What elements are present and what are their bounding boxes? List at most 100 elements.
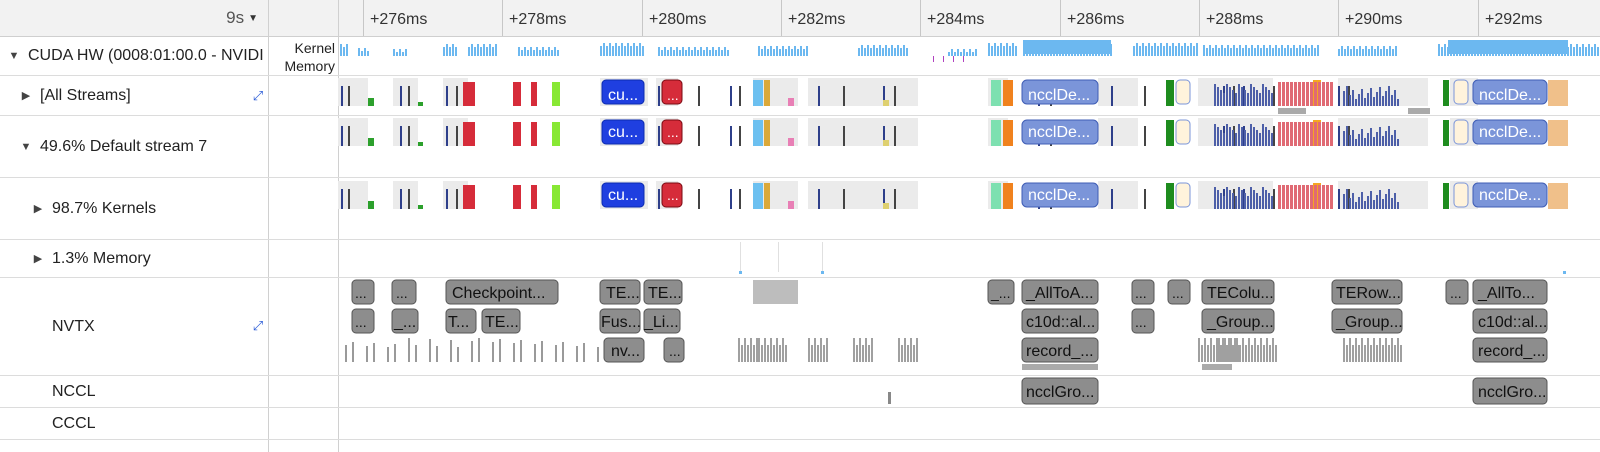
timeline-mark [1166, 120, 1174, 146]
range-selector[interactable]: 9s ▼ [0, 0, 268, 36]
nvtx-range[interactable] [643, 279, 683, 305]
nvtx-range[interactable] [1021, 279, 1099, 305]
nvtx-range[interactable] [1472, 308, 1548, 334]
nvtx-range[interactable] [603, 337, 645, 363]
nvtx-range[interactable] [987, 279, 1015, 305]
caret-collapsed-icon[interactable]: ▶ [33, 253, 43, 265]
nvtx-range-label: _... [990, 285, 1010, 301]
caret-collapsed-icon[interactable]: ▶ [21, 90, 31, 102]
timeline-mark [539, 50, 541, 56]
nvtx-range[interactable] [481, 308, 521, 334]
track-memory[interactable] [338, 240, 1600, 277]
track-all-streams[interactable]: cu... ... ncclDe... ncclDe... [338, 76, 1600, 115]
nccl-range[interactable] [1472, 377, 1548, 405]
timeline-mark [1238, 84, 1240, 106]
stream-box-label: ncclDe... [1479, 187, 1541, 204]
row-label[interactable]: ▶ 98.7% Kernels [30, 178, 268, 239]
nvtx-range[interactable] [1201, 279, 1275, 305]
row-label[interactable]: NVTX [52, 278, 252, 375]
nvtx-range[interactable] [599, 308, 641, 334]
track-default-stream[interactable]: cu... ... ncclDe... ncclDe... [338, 116, 1600, 177]
row-label[interactable]: ▶ 1.3% Memory [30, 240, 268, 277]
nvtx-range[interactable] [391, 279, 417, 305]
timeline-mark [1217, 87, 1219, 106]
expand-arrows-icon[interactable]: ⤢ [252, 88, 264, 103]
timeline-mark [1317, 45, 1319, 56]
timeline-mark [1588, 44, 1590, 56]
track-cccl[interactable] [338, 408, 1600, 439]
timeline-mark [779, 49, 781, 56]
kernel-box[interactable] [661, 119, 683, 145]
track-kernels[interactable]: cu... ... ncclDe... ncclDe... [338, 178, 1600, 239]
nvtx-range[interactable] [1021, 337, 1099, 363]
nvtx-range[interactable] [599, 279, 641, 305]
nvtx-range[interactable] [663, 337, 685, 363]
nvtx-range-label: ... [669, 343, 681, 359]
timeline-mark [373, 343, 375, 362]
caret-expanded-icon[interactable]: ▼ [8, 49, 20, 62]
track-cuda-hw[interactable] [338, 36, 1600, 75]
nvtx-range[interactable] [391, 308, 419, 334]
kernel-box[interactable] [1472, 79, 1548, 105]
nvtx-range[interactable] [1472, 279, 1548, 305]
kernel-box[interactable] [1472, 182, 1548, 208]
row-label[interactable]: CCCL [52, 408, 252, 439]
timeline-mark [1204, 338, 1206, 362]
kernel-box[interactable] [601, 79, 645, 105]
nvtx-range[interactable] [445, 279, 559, 305]
timeline-mark [1190, 43, 1192, 56]
caret-expanded-icon[interactable]: ▼ [20, 140, 32, 153]
timeline-mark [808, 118, 918, 146]
kernel-box[interactable] [1021, 119, 1099, 145]
timeline-mark [552, 185, 560, 209]
expand-arrows-icon[interactable]: ⤢ [252, 318, 264, 333]
timeline-mark [1582, 44, 1584, 56]
timeline-mark [1376, 92, 1378, 106]
row-label[interactable]: ▼ CUDA HW (0008:01:00.0 - NVIDI [6, 36, 268, 75]
nvtx-range[interactable] [1331, 308, 1403, 334]
track-nccl[interactable]: ncclGro... ncclGro... [338, 376, 1600, 407]
kernel-box[interactable] [1472, 119, 1548, 145]
kernel-box[interactable] [661, 79, 683, 105]
track-nvtx[interactable]: ... ... Checkpoint... TE... TE... _... _… [338, 278, 1600, 375]
column-divider[interactable] [268, 36, 269, 452]
timeline-mark [1397, 139, 1399, 146]
timeline-mark [1233, 45, 1235, 56]
nvtx-range[interactable] [643, 308, 681, 334]
timeline-mark [627, 43, 629, 56]
timeline-mark [418, 142, 423, 146]
nvtx-range[interactable] [1472, 337, 1548, 363]
nvtx-range[interactable] [445, 308, 477, 334]
timeline-mark [753, 80, 763, 106]
timeline-ruler: 9s ▼ +276ms +278ms +280ms +282ms +284ms … [0, 0, 1600, 37]
timeline-mark [948, 52, 950, 56]
kernel-box[interactable] [1021, 79, 1099, 105]
nvtx-range[interactable] [1021, 308, 1099, 334]
nccl-range[interactable] [1021, 377, 1099, 405]
row-label[interactable]: ▼ 49.6% Default stream 7 [18, 116, 268, 177]
nvtx-range[interactable] [351, 308, 375, 334]
timeline-mark [1241, 127, 1243, 146]
kernel-box[interactable] [1021, 182, 1099, 208]
nvtx-range[interactable] [1167, 279, 1191, 305]
nvtx-range[interactable] [1131, 308, 1155, 334]
nvtx-range[interactable] [1201, 308, 1275, 334]
timeline-mark [1314, 82, 1317, 106]
nvtx-range[interactable] [1331, 279, 1403, 305]
timeline-mark [1326, 122, 1329, 146]
timeline-mark [393, 118, 418, 146]
nvtx-range[interactable] [1445, 279, 1469, 305]
nvtx-range[interactable] [1131, 279, 1155, 305]
timeline-mark [991, 46, 993, 56]
timeline-mark [883, 86, 885, 106]
caret-collapsed-icon[interactable]: ▶ [33, 203, 43, 215]
timeline-mark [1290, 122, 1293, 146]
row-label[interactable]: ▶ [All Streams] [18, 76, 248, 115]
timeline-mark [1361, 89, 1363, 106]
kernel-box[interactable] [661, 182, 683, 208]
row-label[interactable]: NCCL [52, 376, 252, 407]
nvtx-range[interactable] [351, 279, 375, 305]
kernel-box[interactable] [601, 119, 645, 145]
timeline-mark [1352, 345, 1354, 362]
kernel-box[interactable] [601, 182, 645, 208]
